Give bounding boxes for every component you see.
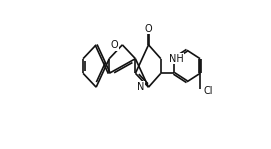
Text: NH: NH (169, 54, 183, 64)
Text: N: N (137, 82, 145, 92)
Text: O: O (111, 40, 118, 50)
Text: Cl: Cl (204, 86, 214, 96)
Text: O: O (145, 24, 152, 34)
